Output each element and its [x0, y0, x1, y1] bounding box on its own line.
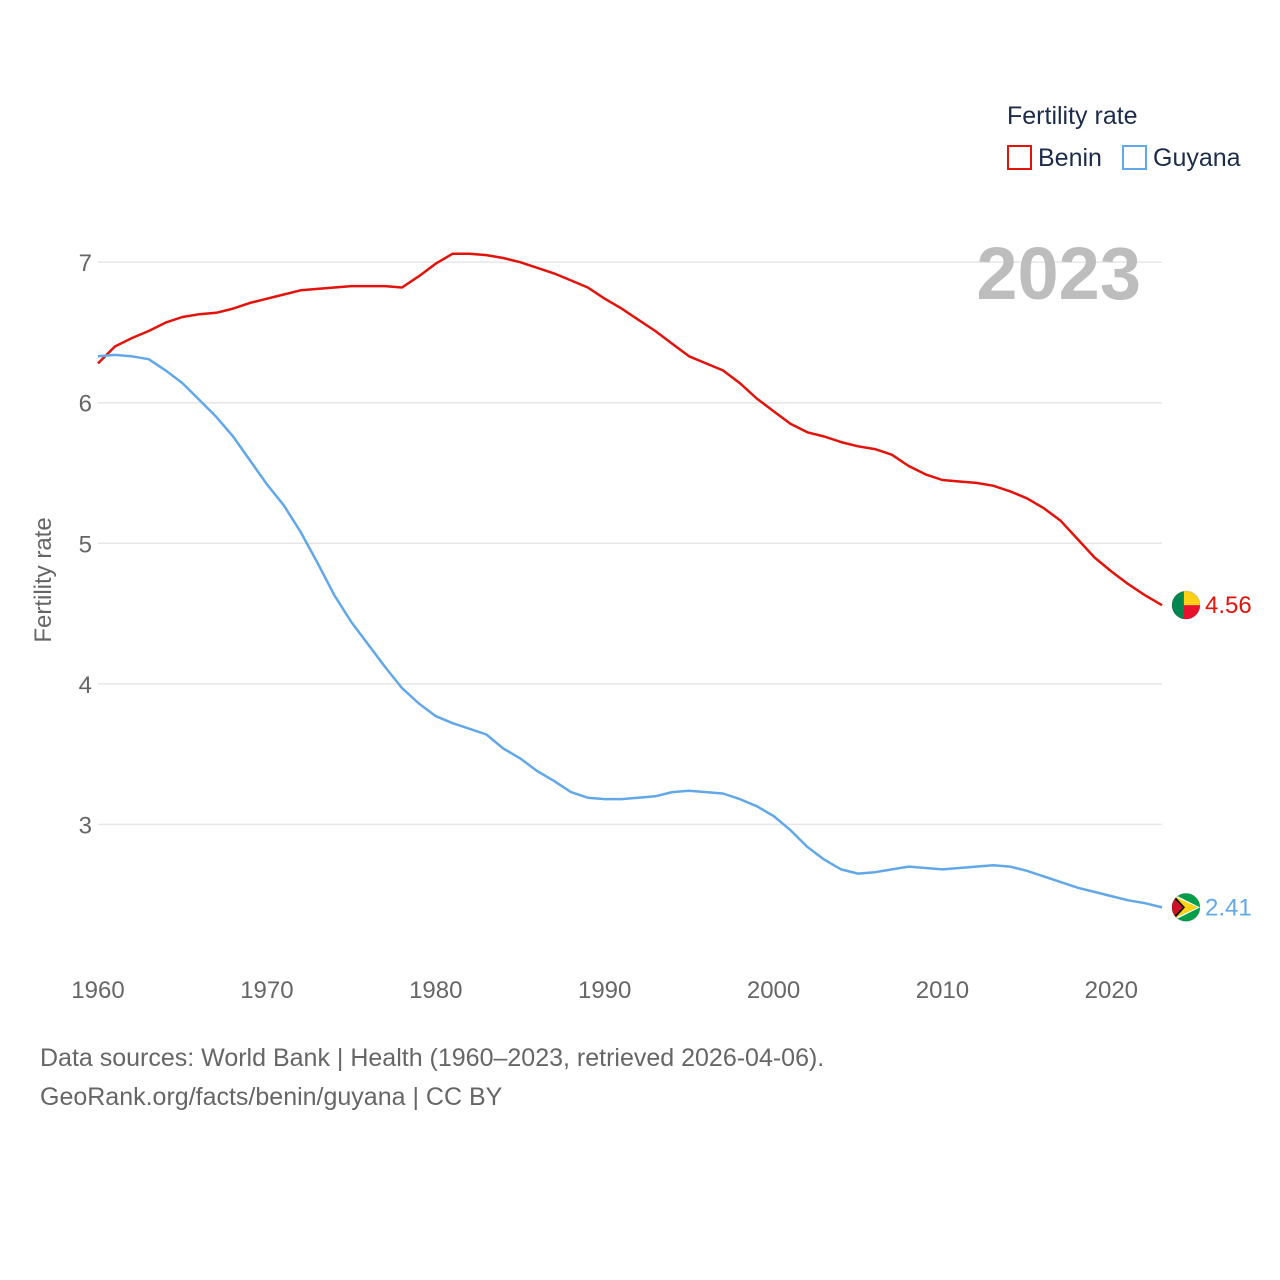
y-axis-ticks: 3 4 5 6 7 — [79, 250, 92, 839]
legend-label-guyana: Guyana — [1153, 144, 1241, 172]
x-tick-label: 2010 — [916, 977, 969, 1004]
guyana-flag-icon — [1171, 892, 1201, 922]
year-watermark: 2023 — [976, 232, 1141, 315]
x-tick-label: 1990 — [578, 977, 631, 1004]
x-tick-label: 1960 — [71, 977, 124, 1004]
y-tick-label: 7 — [79, 250, 92, 277]
data-sources-note: Data sources: World Bank | Health (1960–… — [40, 1044, 825, 1072]
y-axis-label: Fertility rate — [30, 517, 57, 642]
y-tick-label: 3 — [79, 812, 92, 839]
legend-label-benin: Benin — [1038, 144, 1102, 172]
y-tick-label: 5 — [79, 531, 92, 558]
attribution-link[interactable]: GeoRank.org/facts/benin/guyana | CC BY — [40, 1083, 503, 1111]
x-tick-label: 2000 — [747, 977, 800, 1004]
legend-item-guyana[interactable]: Guyana — [1122, 144, 1241, 172]
end-value-label-benin: 4.56 — [1205, 592, 1252, 619]
series-line-guyana — [97, 353, 1163, 909]
legend-swatch-benin — [1007, 145, 1032, 170]
x-tick-label: 1970 — [240, 977, 293, 1004]
end-markers: 4.56 2.41 — [1171, 590, 1252, 922]
x-axis-ticks: 1960 1970 1980 1990 2000 2010 2020 — [71, 977, 1138, 1004]
legend-swatch-guyana — [1122, 145, 1147, 170]
fertility-rate-chart: 3 4 5 6 7 1960 1970 1980 1990 2000 2010 2020 Ferti… — [30, 102, 1252, 1004]
series-line-benin — [97, 252, 1163, 607]
x-tick-label: 2020 — [1085, 977, 1138, 1004]
benin-flag-icon — [1171, 590, 1201, 620]
x-tick-label: 1980 — [409, 977, 462, 1004]
gridlines — [98, 261, 1162, 826]
legend-title: Fertility rate — [1007, 102, 1138, 130]
y-tick-label: 4 — [79, 672, 92, 699]
y-tick-label: 6 — [79, 391, 92, 418]
legend-item-benin[interactable]: Benin — [1007, 144, 1102, 172]
end-value-label-guyana: 2.41 — [1205, 894, 1252, 921]
legend: Fertility rate Benin Guyana — [1007, 102, 1241, 172]
series-lines — [97, 252, 1163, 909]
